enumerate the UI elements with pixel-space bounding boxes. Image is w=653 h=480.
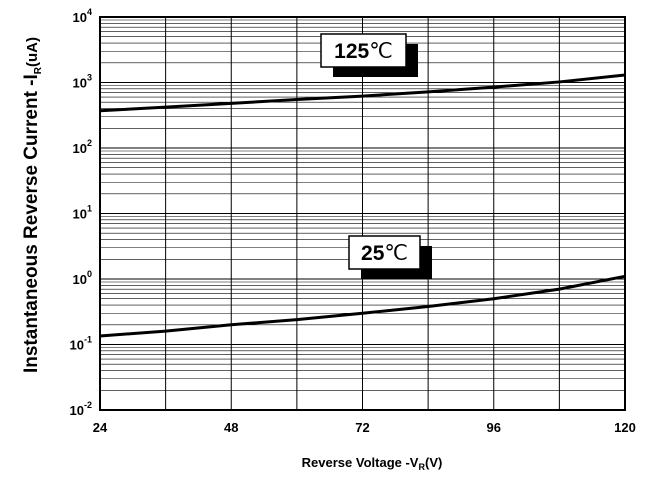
annotation-value: 25 [361, 242, 385, 265]
x-axis-title-sub: R [418, 462, 425, 472]
series-lines [99, 73, 626, 338]
y-tick-label: 103 [73, 73, 92, 91]
annotation-value: 125 [334, 40, 369, 63]
annotation-box [320, 33, 407, 68]
y-tick-label: 10-2 [70, 400, 92, 418]
annotation-label: 25℃ [361, 242, 408, 265]
x-axis-title-tail: (V) [425, 455, 442, 470]
x-tick-label: 96 [487, 420, 501, 435]
series-annotation-0: 125℃ [320, 33, 418, 77]
y-axis-title-tail: (uA) [24, 37, 41, 67]
series-line-1 [99, 274, 626, 338]
x-tick-label: 48 [224, 420, 238, 435]
annotation-box [348, 235, 421, 270]
y-tick-exponent: 4 [87, 7, 92, 17]
plot-frame [99, 16, 626, 411]
y-tick-exponent: -1 [84, 335, 92, 345]
x-tick-label: 120 [614, 420, 636, 435]
y-tick-exponent: 1 [87, 204, 92, 214]
y-tick-base: 10 [73, 10, 87, 25]
x-tick-label: 24 [93, 420, 108, 435]
y-tick-base: 10 [73, 76, 87, 91]
y-tick-base: 10 [70, 338, 84, 353]
series-line-0 [99, 73, 626, 113]
annotation-unit: ℃ [369, 40, 393, 63]
annotations: 125℃25℃ [320, 33, 432, 279]
y-axis-title-main: Instantaneous Reverse Current -I [21, 74, 42, 373]
y-tick-label: 104 [73, 7, 92, 25]
y-axis-title: Instantaneous Reverse Current -IR(uA) [21, 37, 44, 373]
y-tick-label: 101 [73, 204, 92, 222]
series-annotation-1: 25℃ [348, 235, 432, 279]
x-tick-label: 72 [355, 420, 369, 435]
x-axis-title-main: Reverse Voltage -V [302, 455, 419, 470]
y-tick-exponent: -2 [84, 400, 92, 410]
y-tick-base: 10 [73, 272, 87, 287]
y-tick-label: 10-1 [70, 335, 92, 353]
x-axis-title: Reverse Voltage -VR(V) [302, 455, 443, 472]
y-tick-exponent: 2 [87, 138, 92, 148]
x-tick-labels: 24 48 72 96 120 [93, 420, 636, 435]
y-tick-label: 100 [73, 269, 92, 287]
y-tick-base: 10 [73, 141, 87, 156]
y-tick-exponent: 3 [87, 73, 92, 83]
y-tick-label: 102 [73, 138, 92, 156]
y-tick-base: 10 [70, 403, 84, 418]
annotation-label: 125℃ [334, 40, 393, 63]
y-axis-title-sub: R [33, 66, 44, 74]
y-tick-exponent: 0 [87, 269, 92, 279]
annotation-unit: ℃ [384, 242, 408, 265]
y-tick-base: 10 [73, 207, 87, 222]
